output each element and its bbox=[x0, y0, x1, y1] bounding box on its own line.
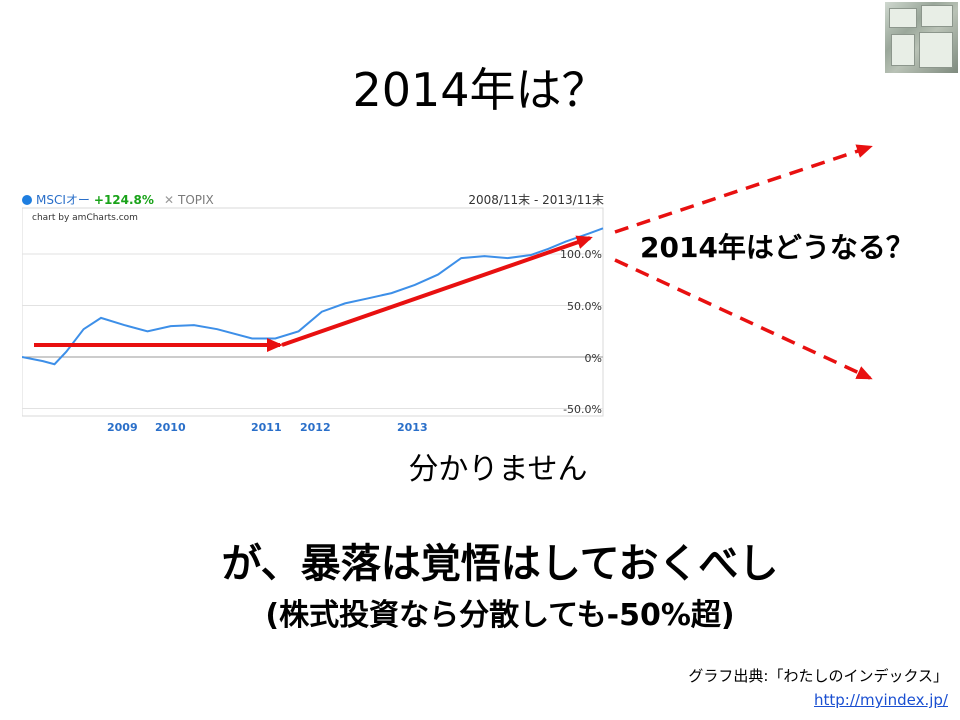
warning-text: が、暴落は覚悟はしておくべし bbox=[221, 541, 779, 587]
chart-credit: chart by amCharts.com bbox=[32, 213, 138, 223]
slide-title: 2014年は？ bbox=[352, 63, 608, 117]
x-tick-label: 2009 bbox=[107, 421, 138, 434]
performance-chart bbox=[22, 207, 604, 417]
source-label: グラフ出典:「わたしのインデックス」 bbox=[688, 667, 948, 685]
series-dot-icon[interactable] bbox=[22, 195, 32, 205]
thumbnail-image bbox=[885, 2, 958, 73]
forecast-question: 2014年はどうなる？ bbox=[640, 231, 914, 264]
answer-text: 分かりません bbox=[408, 452, 588, 487]
grid-lines bbox=[22, 253, 603, 409]
legend-series2-name[interactable]: TOPIX bbox=[178, 193, 214, 207]
down-forecast-arrow bbox=[614, 258, 873, 380]
y-tick-label: -50.0% bbox=[563, 403, 602, 416]
x-tick-label: 2010 bbox=[155, 421, 186, 434]
legend-series1-name[interactable]: MSCIオー bbox=[36, 193, 90, 207]
y-tick-label: 50.0% bbox=[567, 300, 602, 313]
source-link[interactable]: http://myindex.jp/ bbox=[814, 691, 948, 709]
x-tick-label: 2013 bbox=[397, 421, 428, 434]
x-tick-label: 2012 bbox=[300, 421, 331, 434]
series-line-msci bbox=[22, 227, 604, 366]
date-range: 2008/11末 - 2013/11末 bbox=[468, 193, 604, 207]
close-icon[interactable]: ✕ bbox=[163, 193, 174, 207]
rising-trend-arrow bbox=[281, 235, 593, 347]
chart-legend: MSCIオー +124.8% ✕ TOPIX bbox=[22, 192, 214, 208]
x-tick-label: 2011 bbox=[251, 421, 282, 434]
up-forecast-arrow bbox=[614, 144, 873, 234]
y-tick-label: 100.0% bbox=[560, 248, 602, 261]
y-tick-label: 0% bbox=[584, 352, 602, 365]
plot-frame bbox=[22, 207, 604, 417]
warning-subtext: (株式投資なら分散しても-50%超) bbox=[265, 598, 735, 633]
legend-series1-change: +124.8% bbox=[93, 193, 154, 207]
